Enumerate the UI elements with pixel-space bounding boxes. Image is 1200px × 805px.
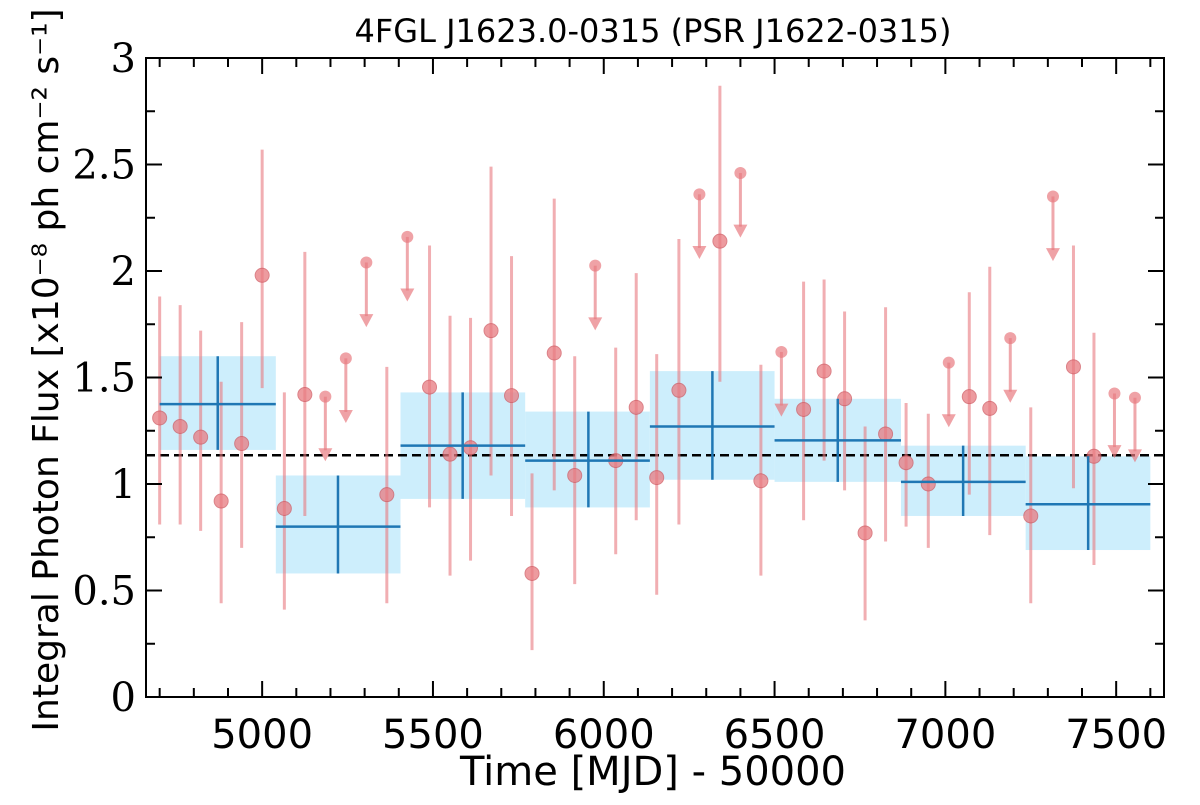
y-axis-label: Integral Photon Flux [x10⁻⁸ ph cm⁻² s⁻¹] [26,8,67,731]
upper-limit-arrowhead-10 [359,314,374,328]
y-tick-label-2: 1 [111,462,136,508]
upper-limit-arrowhead-8 [318,448,333,462]
upper-limit-point-38 [942,356,955,369]
data-point-4 [234,436,250,452]
x-tick-label-4: 7000 [894,712,996,758]
data-point-1 [172,418,188,434]
data-point-35 [878,426,894,442]
upper-limit-arrowhead-30 [774,403,789,417]
data-point-7 [297,387,313,403]
upper-limit-arrowhead-38 [941,414,956,428]
upper-limit-arrowhead-28 [733,224,748,238]
x-tick-label-3: 6500 [724,712,826,758]
upper-limit-arrowhead-12 [400,288,415,302]
data-point-3 [213,493,229,509]
upper-limit-point-43 [1046,190,1059,203]
data-point-40 [982,400,998,416]
data-point-17 [504,388,520,404]
y-tick-label-1: 0.5 [72,569,136,615]
upper-limit-arrowhead-43 [1045,248,1060,262]
x-axis-label: Time [MJD] - 50000 [459,749,846,795]
data-point-19 [546,345,562,361]
data-point-34 [857,525,873,541]
data-point-32 [816,363,832,379]
data-point-0 [152,410,168,426]
data-point-42 [1023,508,1039,524]
data-point-36 [898,455,914,471]
upper-limit-point-21 [589,259,602,272]
upper-limit-arrowhead-46 [1107,445,1122,459]
upper-limit-point-28 [734,167,747,180]
data-point-14 [442,446,458,462]
x-tick-label-5: 7500 [1065,712,1167,758]
upper-limit-point-9 [339,352,352,365]
y-tick-label-6: 3 [111,36,136,82]
upper-limit-point-10 [360,256,373,269]
data-point-13 [422,379,438,395]
upper-limit-arrowhead-26 [692,245,707,259]
data-point-11 [379,487,395,503]
data-point-29 [753,473,769,489]
y-tick-label-0: 0 [111,675,136,721]
upper-limit-point-47 [1128,391,1141,404]
upper-limit-point-30 [775,345,788,358]
data-point-31 [796,401,812,417]
data-point-5 [254,267,270,283]
data-point-2 [193,429,209,445]
data-point-37 [920,476,936,492]
data-point-20 [567,467,583,483]
upper-limit-arrowhead-47 [1127,449,1142,463]
data-point-23 [628,399,644,415]
upper-limit-point-26 [693,188,706,201]
axes-layer: 5000 5500 6000 6500 7000 7500 0 0.5 1 1.5 2 2.5 3 [72,36,1167,758]
data-point-39 [961,389,977,405]
y-tick-label-5: 2.5 [72,143,136,189]
y-tick-label-3: 1.5 [72,356,136,402]
data-point-15 [463,440,479,456]
data-point-6 [276,500,292,516]
upper-limit-arrowhead-9 [338,409,353,423]
x-tick-label-1: 5500 [382,712,484,758]
upper-limit-point-8 [319,390,332,403]
upper-limit-arrowhead-41 [1003,389,1018,403]
data-point-33 [837,391,853,407]
data-point-25 [671,382,687,398]
data-point-24 [649,470,665,486]
upper-limit-point-41 [1004,332,1017,345]
upper-limit-point-46 [1108,387,1121,400]
bin-crosses-layer [159,356,1151,574]
data-point-27 [712,233,728,249]
x-tick-label-0: 5000 [211,712,313,758]
y-tick-label-4: 2 [111,249,136,295]
data-point-16 [483,323,499,339]
data-point-18 [524,565,540,581]
x-tick-label-2: 6000 [553,712,655,758]
upper-limit-arrowhead-21 [588,317,603,331]
data-point-44 [1065,359,1081,375]
upper-limit-point-12 [401,230,414,243]
chart-title: 4FGL J1623.0-0315 (PSR J1622-0315) [355,12,952,50]
